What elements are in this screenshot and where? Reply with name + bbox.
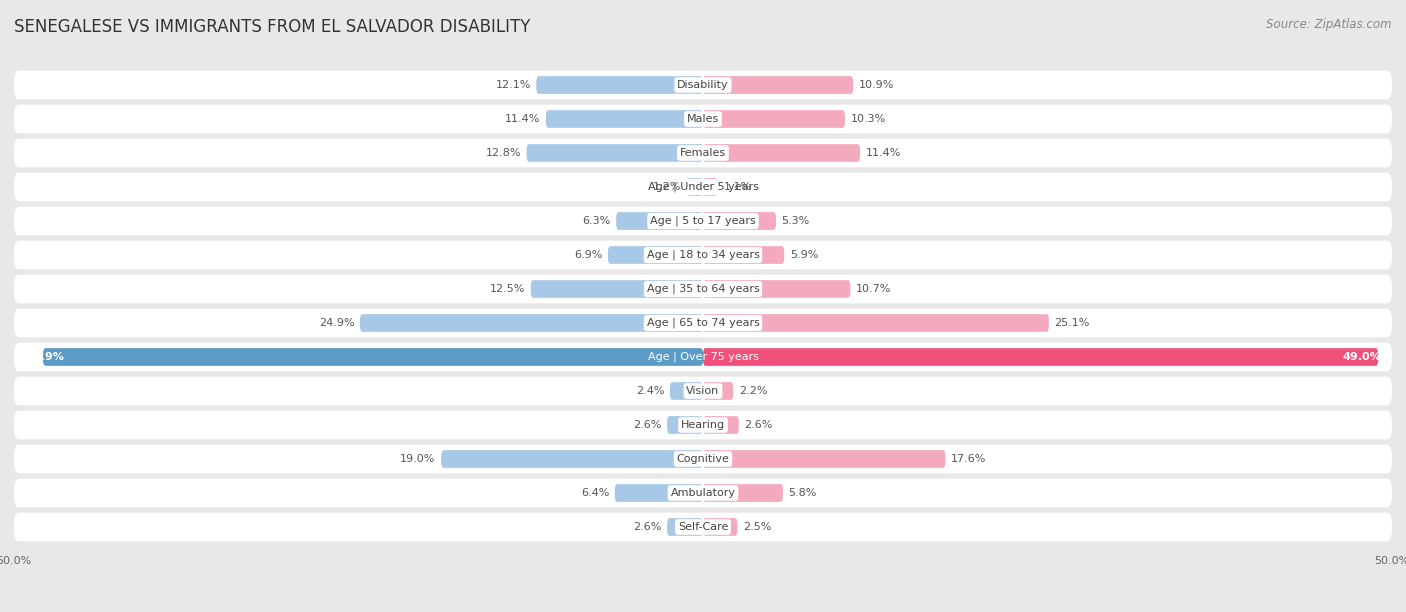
Text: Self-Care: Self-Care bbox=[678, 522, 728, 532]
FancyBboxPatch shape bbox=[703, 76, 853, 94]
Text: Source: ZipAtlas.com: Source: ZipAtlas.com bbox=[1267, 18, 1392, 31]
Text: 47.9%: 47.9% bbox=[25, 352, 63, 362]
Text: 10.3%: 10.3% bbox=[851, 114, 886, 124]
FancyBboxPatch shape bbox=[703, 382, 734, 400]
Text: Age | 65 to 74 years: Age | 65 to 74 years bbox=[647, 318, 759, 328]
FancyBboxPatch shape bbox=[703, 144, 860, 162]
Text: 2.6%: 2.6% bbox=[633, 522, 662, 532]
Text: Ambulatory: Ambulatory bbox=[671, 488, 735, 498]
Text: 5.8%: 5.8% bbox=[789, 488, 817, 498]
FancyBboxPatch shape bbox=[14, 71, 1392, 99]
Text: 2.6%: 2.6% bbox=[633, 420, 662, 430]
Text: 24.9%: 24.9% bbox=[319, 318, 354, 328]
Text: SENEGALESE VS IMMIGRANTS FROM EL SALVADOR DISABILITY: SENEGALESE VS IMMIGRANTS FROM EL SALVADO… bbox=[14, 18, 530, 36]
Text: Age | Over 75 years: Age | Over 75 years bbox=[648, 352, 758, 362]
Text: 2.2%: 2.2% bbox=[738, 386, 768, 396]
FancyBboxPatch shape bbox=[527, 144, 703, 162]
Text: 11.4%: 11.4% bbox=[866, 148, 901, 158]
Text: 25.1%: 25.1% bbox=[1054, 318, 1090, 328]
FancyBboxPatch shape bbox=[441, 450, 703, 468]
FancyBboxPatch shape bbox=[686, 178, 703, 196]
FancyBboxPatch shape bbox=[44, 348, 703, 366]
Text: Cognitive: Cognitive bbox=[676, 454, 730, 464]
FancyBboxPatch shape bbox=[536, 76, 703, 94]
FancyBboxPatch shape bbox=[14, 411, 1392, 439]
FancyBboxPatch shape bbox=[703, 450, 945, 468]
Text: Vision: Vision bbox=[686, 386, 720, 396]
FancyBboxPatch shape bbox=[703, 178, 718, 196]
FancyBboxPatch shape bbox=[14, 513, 1392, 541]
Text: Age | 5 to 17 years: Age | 5 to 17 years bbox=[650, 216, 756, 226]
FancyBboxPatch shape bbox=[14, 207, 1392, 235]
Text: 5.9%: 5.9% bbox=[790, 250, 818, 260]
Text: 2.6%: 2.6% bbox=[744, 420, 773, 430]
Text: 17.6%: 17.6% bbox=[950, 454, 987, 464]
FancyBboxPatch shape bbox=[668, 518, 703, 536]
FancyBboxPatch shape bbox=[616, 212, 703, 230]
Text: Disability: Disability bbox=[678, 80, 728, 90]
FancyBboxPatch shape bbox=[703, 246, 785, 264]
Text: 10.9%: 10.9% bbox=[859, 80, 894, 90]
Text: 2.5%: 2.5% bbox=[742, 522, 772, 532]
Text: Hearing: Hearing bbox=[681, 420, 725, 430]
FancyBboxPatch shape bbox=[703, 416, 738, 434]
Text: 5.3%: 5.3% bbox=[782, 216, 810, 226]
Text: 6.3%: 6.3% bbox=[582, 216, 610, 226]
FancyBboxPatch shape bbox=[669, 382, 703, 400]
FancyBboxPatch shape bbox=[668, 416, 703, 434]
Text: Age | 35 to 64 years: Age | 35 to 64 years bbox=[647, 284, 759, 294]
Text: 1.2%: 1.2% bbox=[652, 182, 681, 192]
Text: 10.7%: 10.7% bbox=[856, 284, 891, 294]
FancyBboxPatch shape bbox=[531, 280, 703, 298]
FancyBboxPatch shape bbox=[360, 314, 703, 332]
FancyBboxPatch shape bbox=[14, 139, 1392, 167]
FancyBboxPatch shape bbox=[703, 110, 845, 128]
Text: Age | Under 5 years: Age | Under 5 years bbox=[648, 182, 758, 192]
FancyBboxPatch shape bbox=[14, 308, 1392, 337]
FancyBboxPatch shape bbox=[14, 343, 1392, 371]
Text: Age | 18 to 34 years: Age | 18 to 34 years bbox=[647, 250, 759, 260]
Text: Males: Males bbox=[688, 114, 718, 124]
Text: 2.4%: 2.4% bbox=[636, 386, 665, 396]
FancyBboxPatch shape bbox=[703, 484, 783, 502]
FancyBboxPatch shape bbox=[14, 173, 1392, 201]
Text: 6.9%: 6.9% bbox=[574, 250, 602, 260]
FancyBboxPatch shape bbox=[703, 348, 1378, 366]
FancyBboxPatch shape bbox=[14, 479, 1392, 507]
FancyBboxPatch shape bbox=[14, 445, 1392, 473]
Text: 12.5%: 12.5% bbox=[489, 284, 526, 294]
Text: 11.4%: 11.4% bbox=[505, 114, 540, 124]
FancyBboxPatch shape bbox=[703, 212, 776, 230]
FancyBboxPatch shape bbox=[614, 484, 703, 502]
Text: 49.0%: 49.0% bbox=[1343, 352, 1381, 362]
FancyBboxPatch shape bbox=[546, 110, 703, 128]
Text: 12.8%: 12.8% bbox=[485, 148, 522, 158]
FancyBboxPatch shape bbox=[14, 105, 1392, 133]
FancyBboxPatch shape bbox=[14, 241, 1392, 269]
FancyBboxPatch shape bbox=[703, 280, 851, 298]
Text: 1.1%: 1.1% bbox=[724, 182, 752, 192]
FancyBboxPatch shape bbox=[607, 246, 703, 264]
FancyBboxPatch shape bbox=[703, 518, 738, 536]
Text: 12.1%: 12.1% bbox=[495, 80, 531, 90]
FancyBboxPatch shape bbox=[14, 377, 1392, 405]
FancyBboxPatch shape bbox=[703, 314, 1049, 332]
FancyBboxPatch shape bbox=[14, 275, 1392, 304]
Text: 19.0%: 19.0% bbox=[401, 454, 436, 464]
Text: Females: Females bbox=[681, 148, 725, 158]
Text: 6.4%: 6.4% bbox=[581, 488, 609, 498]
